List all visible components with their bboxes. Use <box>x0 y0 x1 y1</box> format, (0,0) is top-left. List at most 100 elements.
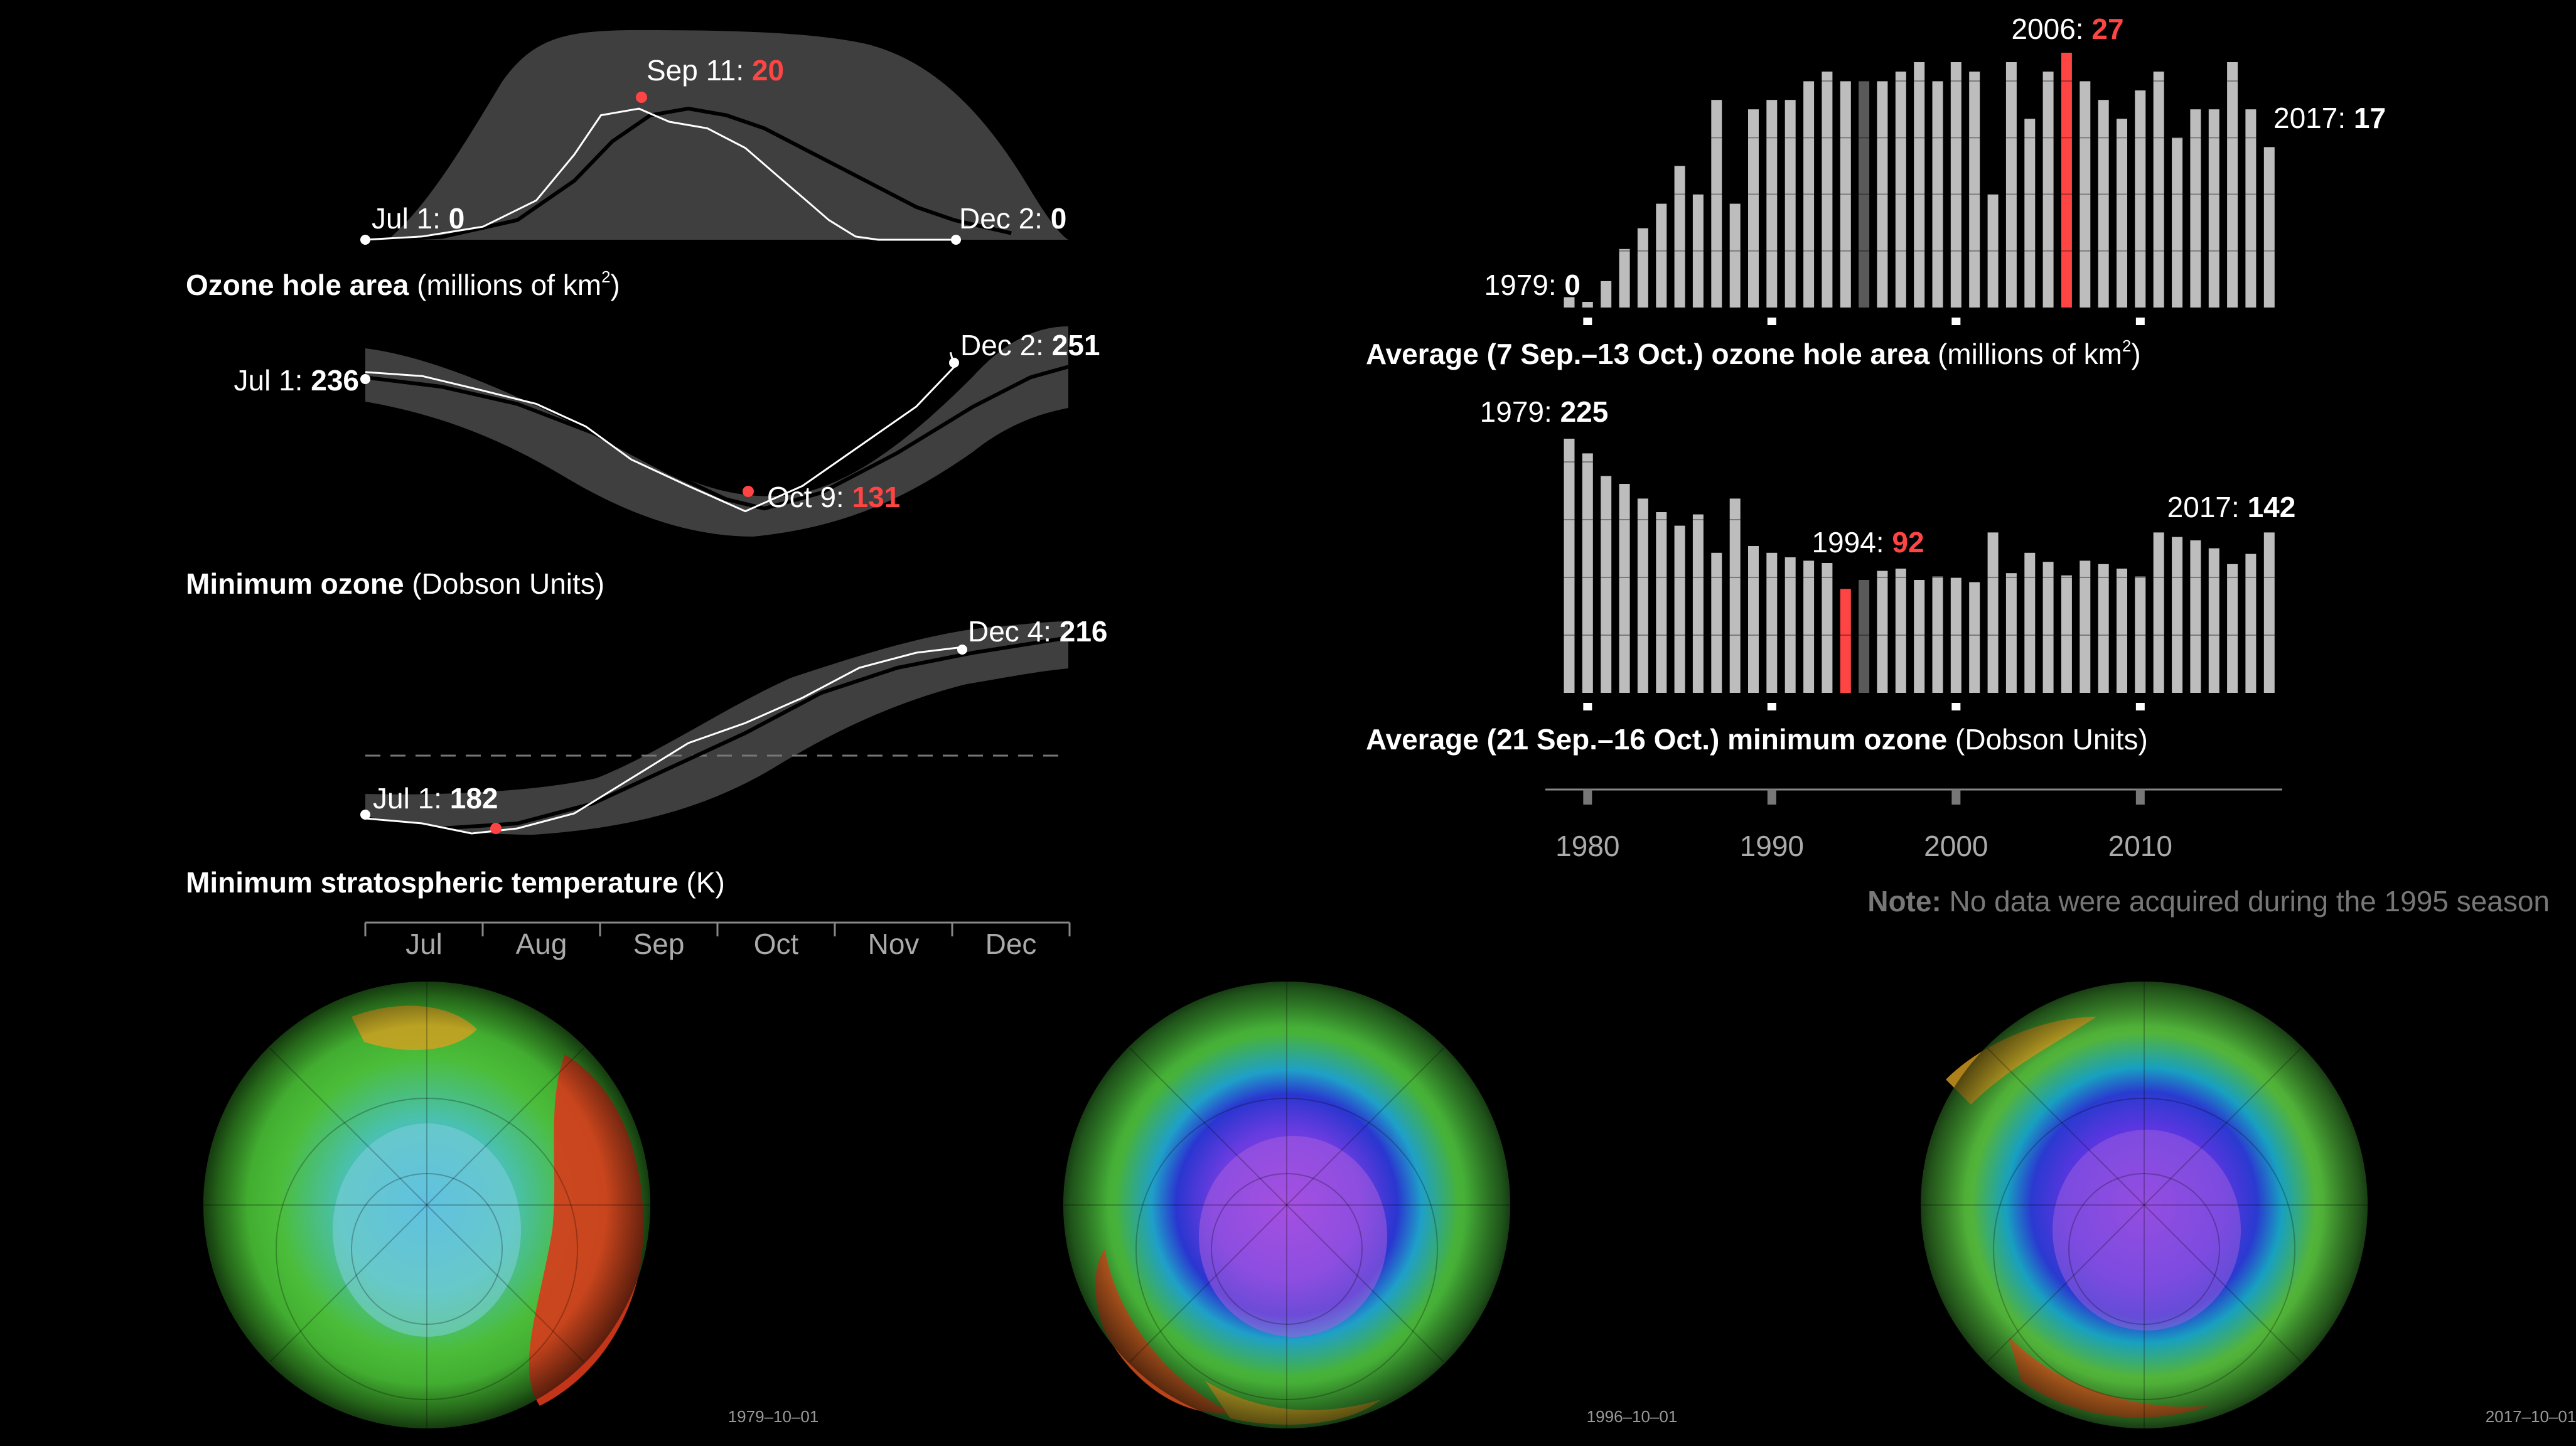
globe-2017-date: 2017–10–01 <box>2486 1407 2576 1426</box>
min-ozone-min-annotation: Oct 9: 131 <box>767 481 900 513</box>
min-temp-title: Minimum stratospheric temperature (K) <box>186 866 725 899</box>
annual-ozone-bar-1988 <box>1729 498 1741 693</box>
annual-area-bar-1999 <box>1932 81 1943 308</box>
annual-ozone-bar-2011 <box>2153 532 2164 693</box>
annual-ozone-bar-1982 <box>1619 484 1630 693</box>
globe-1979: 1979–10–01 <box>203 982 818 1428</box>
min-ozone-daily-line <box>365 351 956 513</box>
annual-area-bar-2009 <box>2117 119 2127 308</box>
ozone-area-daily-line <box>365 107 955 241</box>
annual-area-max-annotation: 2006: 27 <box>2011 13 2123 45</box>
annual-ozone-bar-1998 <box>1914 580 1925 693</box>
annual-ozone-bar-2006 <box>2061 575 2072 693</box>
annual-area-bar-1984 <box>1656 203 1667 308</box>
annual-area-bar-1979 <box>1564 297 1575 308</box>
globe-1996-date: 1996–10–01 <box>1587 1407 1678 1426</box>
annual-ozone-bar-2001 <box>1969 582 1980 693</box>
annual-area-bar-1997 <box>1895 72 1906 308</box>
annual-area-title: Average (7 Sep.–13 Oct.) ozone hole area… <box>1366 336 2141 370</box>
annual-area-bar-1987 <box>1711 100 1722 308</box>
globe-2017: 2017–10–01 <box>1921 982 2576 1428</box>
month-label-sep: Sep <box>633 928 685 960</box>
annual-area-bar-1982 <box>1619 249 1630 308</box>
annual-area-bar-1992 <box>1803 81 1815 308</box>
annual-ozone-min-annotation: 1994: 92 <box>1811 526 1924 559</box>
annual-area-bar-2005 <box>2042 72 2054 308</box>
annual-area-bar-1991 <box>1784 100 1796 308</box>
annual-ozone-bar-2003 <box>2005 573 2017 693</box>
missing-data-note: Note: No data were acquired during the 1… <box>1867 885 2550 918</box>
annual-ozone-bar-2002 <box>1987 532 1999 693</box>
annual-area-bar-2010 <box>2135 90 2146 308</box>
annual-ozone-bar-1985 <box>1674 525 1685 693</box>
annual-ozone-bar-1984 <box>1656 512 1667 693</box>
annual-area-bar-1985 <box>1674 166 1685 308</box>
annual-ozone-first-annotation: 1979: 225 <box>1480 395 1609 428</box>
annual-ozone-bar-1979 <box>1564 439 1575 693</box>
annual-area-bar-1988 <box>1729 203 1741 308</box>
annual-area-bar-2008 <box>2098 100 2109 308</box>
annual-ozone-bar-1986 <box>1692 514 1704 693</box>
annual-area-decade-marker-2000 <box>1951 318 1961 325</box>
annual-ozone-bar-2009 <box>2117 569 2127 693</box>
annual-area-bar-1995 <box>1859 81 1870 308</box>
annual-area-bar-1983 <box>1637 228 1648 308</box>
year-axis-tick-2000 <box>1951 790 1961 805</box>
globe-2017-graticule <box>1921 982 2368 1428</box>
annual-ozone-bar-1999 <box>1932 576 1943 693</box>
daily-min-temp-panel: Jul 1: 182 Dec 4: 216 Minimum stratosphe… <box>186 615 1107 899</box>
month-label-jul: Jul <box>405 928 443 960</box>
annual-area-bar-1996 <box>1877 81 1888 308</box>
annual-ozone-bar-2010 <box>2135 576 2146 693</box>
min-temp-daily-line <box>365 646 958 835</box>
ozone-area-title: Ozone hole area (millions of km2) <box>186 267 620 301</box>
min-temp-end-dot <box>957 645 967 655</box>
daily-min-ozone-panel: Jul 1: 236 Dec 2: 251 Oct 9: 131 Minimum… <box>186 326 1100 600</box>
min-temp-range-band <box>365 621 1068 835</box>
year-axis: 1980 1990 2000 2010 <box>1545 788 2282 862</box>
annual-ozone-bar-2007 <box>2080 560 2091 693</box>
annual-ozone-bar-1991 <box>1784 557 1796 693</box>
annual-ozone-bar-1980 <box>1582 453 1593 693</box>
min-ozone-range-band <box>365 326 1068 537</box>
ozone-area-start-dot <box>360 235 370 245</box>
globe-1996-shading <box>1063 982 1510 1428</box>
annual-area-bar-2015 <box>2227 62 2238 308</box>
year-label-1990: 1990 <box>1740 830 1804 862</box>
ozone-area-range-band <box>365 30 1068 240</box>
min-ozone-end-dot <box>949 358 959 368</box>
year-axis-tick-1990 <box>1767 790 1776 805</box>
annual-area-bar-2000 <box>1950 62 1962 308</box>
year-label-2000: 2000 <box>1924 830 1988 862</box>
globe-1996-graticule <box>1063 982 1510 1428</box>
annual-ozone-bar-2000 <box>1950 577 1962 693</box>
annual-ozone-bar-2015 <box>2227 564 2238 693</box>
year-axis-tick-2010 <box>2135 790 2145 805</box>
annual-ozone-bar-1983 <box>1637 498 1648 693</box>
annual-area-decade-marker-1980 <box>1583 318 1592 325</box>
annual-area-bar-2002 <box>1987 194 1999 308</box>
month-label-oct: Oct <box>754 928 799 960</box>
annual-area-bar-1981 <box>1601 281 1612 308</box>
ozone-area-peak-dot <box>636 92 647 103</box>
annual-area-first-annotation: 1979: 0 <box>1484 269 1581 301</box>
annual-ozone-bar-2004 <box>2024 552 2036 693</box>
annual-area-bar-2003 <box>2005 62 2017 308</box>
annual-ozone-bar-1992 <box>1803 560 1815 693</box>
annual-min-ozone-panel: 1979: 225 1994: 92 2017: 142 Average (21… <box>1366 395 2295 756</box>
globe-1979-shading <box>203 982 650 1428</box>
annual-ozone-bar-1987 <box>1711 552 1722 693</box>
annual-ozone-bar-2005 <box>2042 562 2054 693</box>
annual-ozone-decade-marker-1980 <box>1583 703 1592 710</box>
min-ozone-end-annotation: Dec 2: 251 <box>960 329 1100 362</box>
annual-ozone-decade-marker-1990 <box>1767 703 1776 710</box>
annual-area-bar-1986 <box>1692 194 1704 308</box>
annual-ozone-last-annotation: 2017: 142 <box>2167 491 2296 523</box>
annual-area-bar-1980 <box>1582 302 1593 308</box>
min-temp-end-annotation: Dec 4: 216 <box>968 615 1107 648</box>
annual-ozone-bar-2014 <box>2208 548 2219 693</box>
annual-ozone-bar-1995 <box>1859 580 1870 693</box>
annual-ozone-bar-2008 <box>2098 564 2109 693</box>
annual-area-bar-2011 <box>2153 72 2164 308</box>
annual-ozone-bar-2016 <box>2245 554 2257 693</box>
